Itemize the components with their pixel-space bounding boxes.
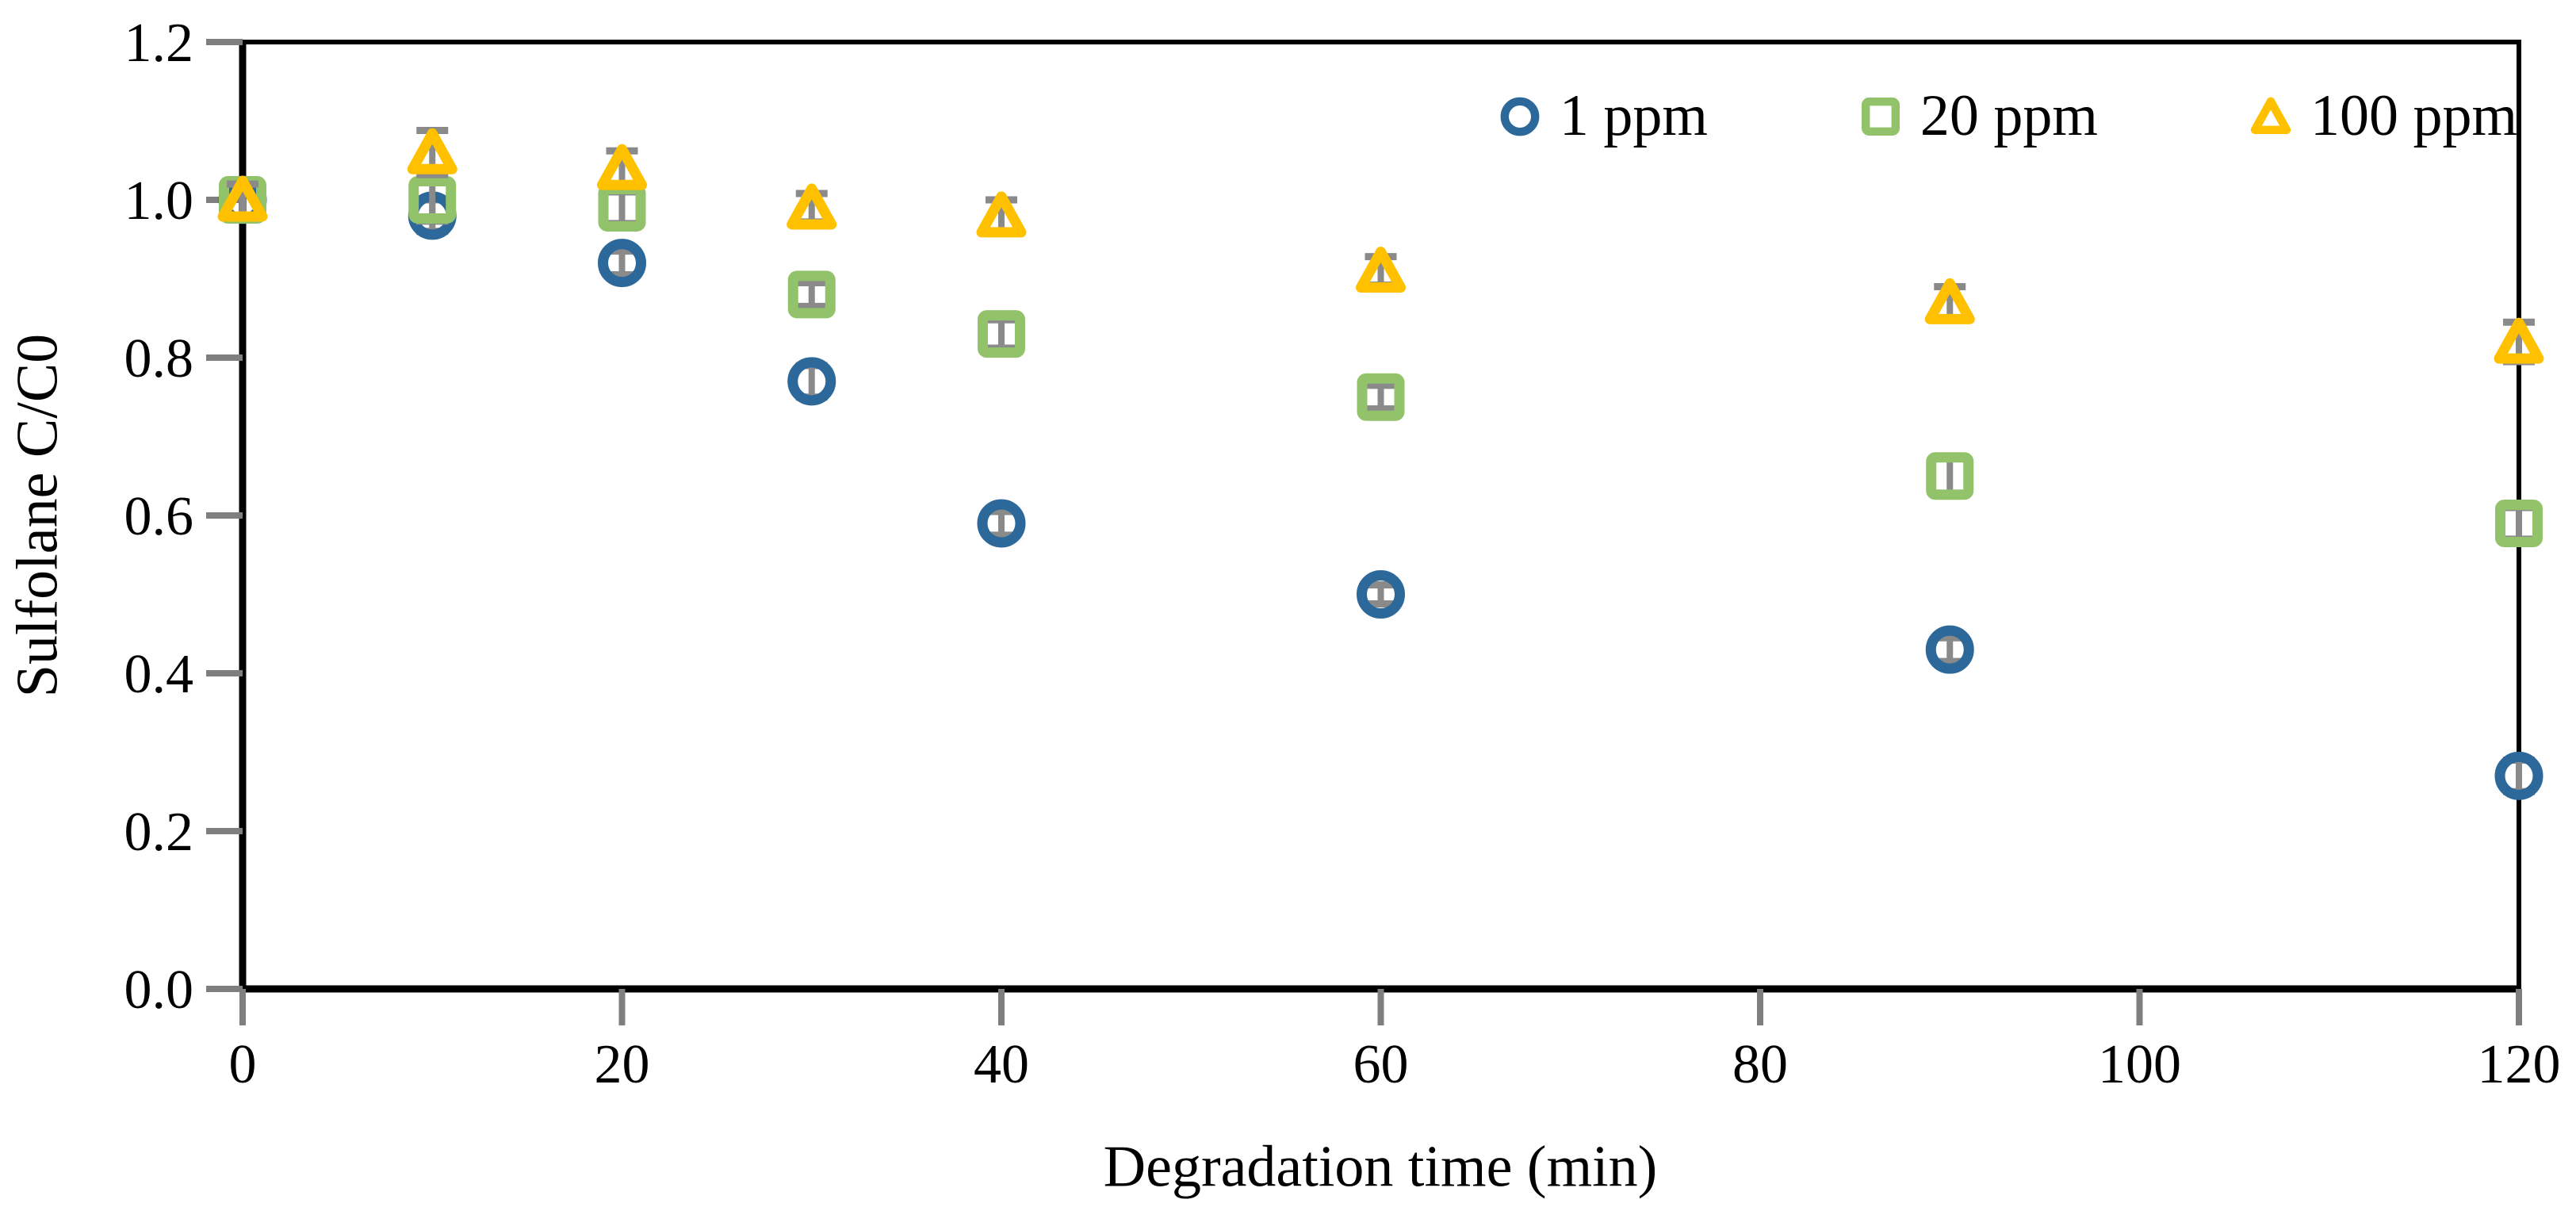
data-point-marker-circle: [2494, 751, 2543, 800]
error-bar: [606, 188, 638, 228]
data-point-marker-triangle: [787, 183, 837, 230]
x-tick-label: 80: [1732, 1034, 1788, 1095]
x-tick-label: 40: [974, 1034, 1029, 1095]
y-tick-label: 0.2: [124, 802, 194, 863]
data-point-marker-triangle: [597, 144, 647, 190]
error-bar: [606, 247, 638, 279]
legend-label: 1 ppm: [1559, 83, 1708, 148]
data-point-marker-triangle: [407, 128, 457, 174]
legend-label: 20 ppm: [1920, 83, 2098, 148]
data-point-marker-triangle: [1924, 278, 1975, 324]
series-20-ppm: [219, 174, 2543, 547]
x-tick-label: 120: [2478, 1034, 2561, 1095]
x-tick-label: 0: [229, 1034, 257, 1095]
error-bar: [795, 278, 828, 310]
x-tick-label: 60: [1353, 1034, 1409, 1095]
error-bar: [1934, 634, 1966, 665]
data-point-marker-square: [1357, 373, 1405, 421]
y-tick-label: 0.0: [124, 960, 194, 1021]
data-point-marker-circle: [1357, 570, 1405, 619]
data-point-marker-triangle: [1356, 247, 1406, 293]
y-tick-label: 1.2: [124, 13, 194, 74]
data-point-marker-triangle: [217, 175, 268, 222]
error-bar: [986, 508, 1017, 539]
y-axis-title: Sulfolane C/C0: [5, 333, 71, 698]
data-point-marker-square: [978, 310, 1025, 358]
error-bar: [2503, 504, 2535, 543]
data-point-marker-square: [787, 270, 836, 319]
circle-legend-marker-icon: [1500, 97, 1540, 136]
data-point-marker-circle: [977, 499, 1026, 548]
series-100-ppm: [217, 126, 2544, 366]
y-tick-label: 0.8: [124, 328, 194, 389]
plot-border: [240, 40, 2521, 991]
error-bar: [986, 316, 1017, 352]
error-bar: [1365, 381, 1397, 413]
data-point-marker-circle: [787, 357, 836, 406]
y-tick-label: 0.4: [124, 644, 194, 705]
data-point-marker-circle: [1500, 97, 1540, 136]
data-point-marker-square: [2495, 499, 2543, 547]
data-point-marker-triangle: [2494, 317, 2544, 364]
data-point-marker-triangle: [976, 191, 1027, 238]
data-point-marker-square: [1861, 97, 1900, 136]
x-tick-label: 20: [595, 1034, 650, 1095]
legend-item-100-ppm: 100 ppm: [2249, 82, 2517, 150]
legend-item-1-ppm: 1 ppm: [1498, 82, 1708, 150]
data-point-marker-circle: [1925, 625, 1974, 674]
legend-item-20-ppm: 20 ppm: [1858, 82, 2098, 150]
data-point-marker-circle: [598, 239, 646, 288]
y-tick-label: 1.0: [124, 171, 194, 232]
x-axis-title: Degradation time (min): [1103, 1134, 1658, 1200]
error-bar: [1365, 581, 1397, 607]
data-point-marker-square: [408, 176, 457, 224]
data-point-marker-square: [1926, 452, 1974, 500]
legend-label: 100 ppm: [2310, 83, 2517, 148]
square-legend-marker-icon: [1861, 97, 1900, 136]
legend: 1 ppm 20 ppm 100 ppm: [1498, 82, 2517, 150]
data-point-marker-triangle: [2250, 97, 2291, 134]
triangle-legend-marker-icon: [2250, 97, 2291, 134]
y-tick-label: 0.6: [124, 486, 194, 547]
x-tick-label: 100: [2098, 1034, 2181, 1095]
